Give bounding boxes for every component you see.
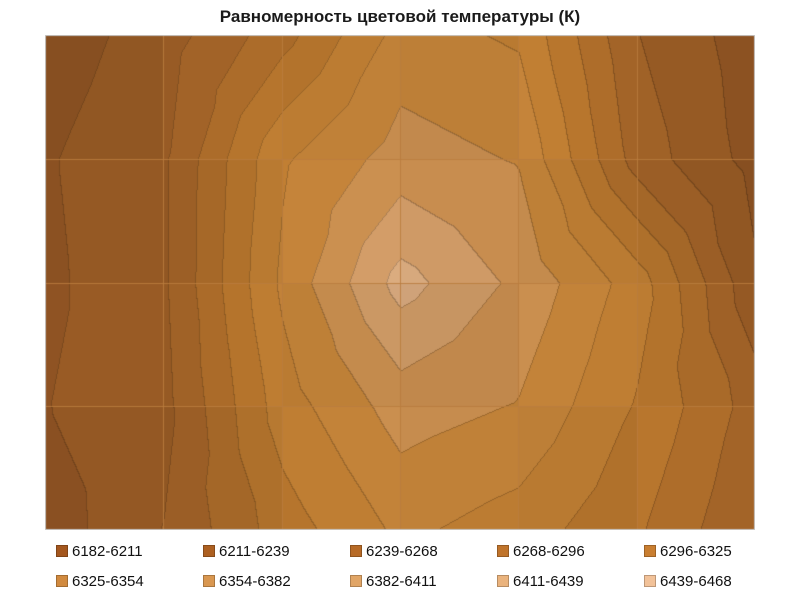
legend-swatch xyxy=(350,545,362,557)
legend-label: 6296-6325 xyxy=(660,542,732,560)
legend-row: 6182-6211 6211-6239 6239-6268 6268-6296 6296… xyxy=(0,536,800,566)
legend-item: 6268-6296 xyxy=(497,543,644,560)
chart-title: Равномерность цветовой температуры (К) xyxy=(219,7,581,26)
legend-label: 6268-6296 xyxy=(513,542,585,560)
legend-label: 6239-6268 xyxy=(366,542,438,560)
legend-swatch xyxy=(56,545,68,557)
legend-swatch xyxy=(203,575,215,587)
legend-swatch xyxy=(497,545,509,557)
legend-swatch xyxy=(350,575,362,587)
legend-swatch xyxy=(644,575,656,587)
legend-swatch xyxy=(56,575,68,587)
legend-label: 6382-6411 xyxy=(366,572,437,590)
legend-label: 6325-6354 xyxy=(72,572,144,590)
legend-item: 6439-6468 xyxy=(644,573,791,590)
legend-swatch xyxy=(203,545,215,557)
legend-item: 6182-6211 xyxy=(56,543,203,560)
legend-item: 6296-6325 xyxy=(644,543,791,560)
legend-item: 6211-6239 xyxy=(203,543,350,560)
legend-label: 6354-6382 xyxy=(219,572,291,590)
legend-swatch xyxy=(497,575,509,587)
plot-area xyxy=(45,35,755,530)
legend-item: 6239-6268 xyxy=(350,543,497,560)
legend-row: 6325-6354 6354-6382 6382-6411 6411-6439 6439… xyxy=(0,566,800,596)
legend-label: 6182-6211 xyxy=(72,542,143,560)
contour-plot-canvas xyxy=(45,35,755,530)
legend-label: 6211-6239 xyxy=(219,542,290,560)
chart-legend: 6182-6211 6211-6239 6239-6268 6268-6296 6296… xyxy=(0,536,800,596)
legend-item: 6325-6354 xyxy=(56,573,203,590)
legend-item: 6382-6411 xyxy=(350,573,497,590)
legend-label: 6411-6439 xyxy=(513,572,584,590)
legend-item: 6411-6439 xyxy=(497,573,644,590)
legend-swatch xyxy=(644,545,656,557)
legend-label: 6439-6468 xyxy=(660,572,732,590)
legend-item: 6354-6382 xyxy=(203,573,350,590)
